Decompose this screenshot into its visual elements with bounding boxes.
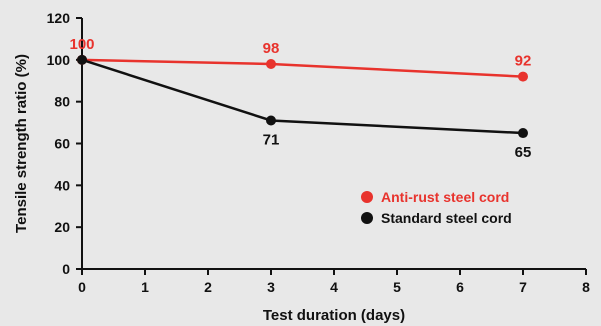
data-label: 65 <box>515 144 532 161</box>
data-label: 98 <box>263 40 280 57</box>
y-tick-label: 80 <box>54 94 70 110</box>
series-line <box>81 58 524 78</box>
series-1: 71 65 <box>77 54 532 161</box>
data-label: 100 <box>69 36 94 53</box>
data-label: 92 <box>515 53 532 70</box>
x-tick-label: 7 <box>519 279 527 295</box>
data-point <box>77 54 87 65</box>
series-0: 100 98 92 <box>69 36 531 82</box>
y-tick-label: 20 <box>54 219 70 235</box>
data-point <box>266 59 276 70</box>
x-tick-label: 3 <box>267 279 275 295</box>
x-tick-label: 0 <box>78 279 86 295</box>
data-point <box>518 128 528 139</box>
y-tick-label: 40 <box>54 177 70 193</box>
x-tick-label: 1 <box>141 279 149 295</box>
x-tick-label: 5 <box>393 279 401 295</box>
legend: Anti-rust steel cord Standard steel cord <box>361 189 512 226</box>
y-tick-label: 0 <box>62 261 70 277</box>
legend-label: Anti-rust steel cord <box>381 189 509 205</box>
y-tick-label: 60 <box>54 136 70 152</box>
x-tick-label: 4 <box>330 279 338 295</box>
series-line <box>81 58 524 135</box>
y-axis-title: Tensile strength ratio (%) <box>13 54 30 233</box>
data-point <box>518 71 528 82</box>
legend-marker <box>361 191 373 203</box>
y-tick-label: 120 <box>47 10 71 26</box>
x-tick-label: 2 <box>204 279 212 295</box>
legend-label: Standard steel cord <box>381 210 512 226</box>
y-axis: 0 20 40 60 80 100 120 <box>47 10 83 277</box>
x-tick-label: 6 <box>456 279 464 295</box>
data-label: 71 <box>263 131 280 148</box>
data-point <box>266 115 276 126</box>
y-tick-label: 100 <box>47 52 71 68</box>
x-axis: 0 1 2 3 4 5 6 7 8 <box>78 268 590 295</box>
legend-marker <box>361 212 373 224</box>
series-layer: 100 98 92 71 65 <box>69 36 531 161</box>
x-axis-title: Test duration (days) <box>263 307 405 324</box>
x-tick-label: 8 <box>582 279 590 295</box>
